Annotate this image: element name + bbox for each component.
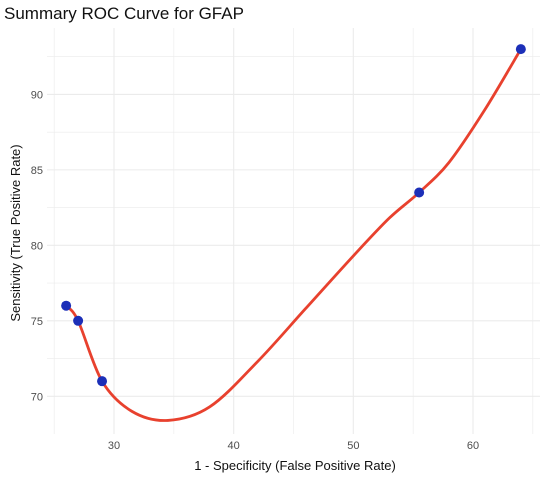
x-tick-label: 30	[108, 440, 120, 452]
data-point	[97, 376, 108, 387]
data-points	[61, 44, 526, 387]
y-tick-label: 90	[31, 89, 43, 101]
x-axis-label: 1 - Specificity (False Positive Rate)	[194, 458, 396, 473]
y-tick-label: 80	[31, 240, 43, 252]
y-tick-label: 85	[31, 165, 43, 177]
y-tick-label: 75	[31, 316, 43, 328]
data-point	[73, 315, 84, 326]
y-tick-label: 70	[31, 391, 43, 403]
y-axis-label: Sensitivity (True Positive Rate)	[8, 144, 23, 321]
data-point	[414, 187, 425, 198]
chart-title: Summary ROC Curve for GFAP	[4, 4, 244, 23]
x-tick-label: 60	[467, 440, 479, 452]
data-point	[61, 300, 72, 311]
x-tick-label: 50	[347, 440, 359, 452]
y-axis-ticks: 70 75 80 85 90	[31, 89, 43, 403]
grid	[47, 28, 540, 434]
data-point	[515, 44, 526, 55]
x-tick-label: 40	[228, 440, 240, 452]
x-axis-ticks: 30 40 50 60	[108, 440, 479, 452]
